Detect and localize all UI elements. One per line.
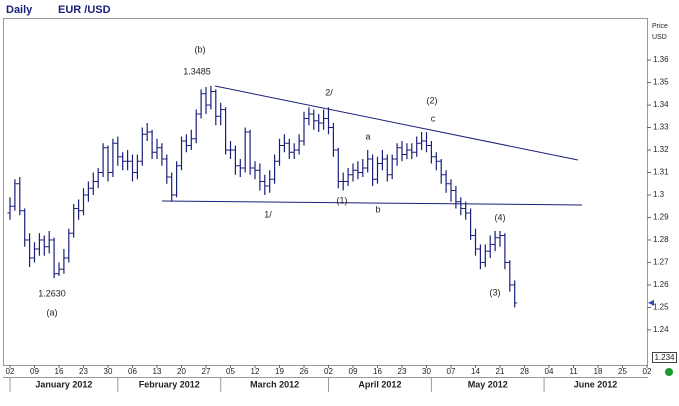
x-tick-label: 18 — [594, 367, 603, 376]
x-tick-label: 30 — [104, 367, 113, 376]
x-tick-label: 30 — [422, 367, 431, 376]
x-tick-label: 21 — [496, 367, 505, 376]
x-tick-label: 02 — [6, 367, 15, 376]
x-tick-label: 11 — [569, 367, 578, 376]
x-tick-label: 06 — [128, 367, 137, 376]
chart-title: EUR /USD — [58, 4, 111, 16]
wave-annotation: (3) — [490, 287, 501, 297]
x-tick-label: 02 — [324, 367, 333, 376]
wave-annotation: 1.3485 — [183, 66, 211, 76]
x-tick-label: 25 — [618, 367, 627, 376]
last-price-box — [652, 352, 677, 363]
y-tick-label: 1.28 — [653, 235, 669, 244]
month-label: May 2012 — [468, 379, 508, 389]
y-tick-label: 1.27 — [653, 258, 669, 267]
month-label: March 2012 — [250, 379, 299, 389]
plot-frame — [3, 18, 648, 366]
status-dot — [665, 368, 673, 376]
x-tick-label: 05 — [226, 367, 235, 376]
wave-annotation: c — [431, 113, 436, 123]
wave-annotation: 2/ — [325, 87, 333, 97]
wave-annotation: (a) — [47, 307, 58, 317]
x-tick-label: 09 — [30, 367, 39, 376]
wave-annotation: (2) — [427, 95, 438, 105]
period: Daily — [6, 4, 33, 16]
x-tick-label: 19 — [275, 367, 284, 376]
x-tick-label: 27 — [202, 367, 211, 376]
month-label: June 2012 — [574, 379, 618, 389]
last-price-label: 1.234 — [654, 353, 675, 362]
x-tick-label: 26 — [300, 367, 309, 376]
x-tick-label: 04 — [545, 367, 554, 376]
y-tick-label: 1.24 — [653, 325, 669, 334]
x-tick-label: 23 — [398, 367, 407, 376]
month-label: February 2012 — [139, 379, 200, 389]
y-label: Price — [652, 23, 668, 30]
last-price-marker — [648, 299, 654, 306]
y-tick-label: 1.35 — [653, 78, 669, 87]
x-tick-label: 16 — [373, 367, 382, 376]
y-tick-label: 1.31 — [653, 168, 669, 177]
x-tick-label: 14 — [471, 367, 480, 376]
y-tick-label: 1.33 — [653, 123, 669, 132]
trend-line — [161, 200, 583, 206]
y-tick-label: 1.26 — [653, 280, 669, 289]
x-tick-label: 07 — [447, 367, 456, 376]
month-label: April 2012 — [358, 379, 401, 389]
month-label: January 2012 — [35, 379, 92, 389]
x-tick-label: 09 — [349, 367, 358, 376]
y-tick-label: 1.3 — [653, 190, 665, 199]
y-tick-label: 1.36 — [653, 55, 669, 64]
wave-annotation: 1/ — [264, 209, 272, 219]
wave-annotation: 1.2630 — [38, 288, 66, 298]
y-label: USD — [652, 34, 667, 41]
x-tick-label: 23 — [79, 367, 88, 376]
wave-annotation: (4) — [495, 212, 506, 222]
x-tick-label: 28 — [520, 367, 529, 376]
y-tick-label: 1.29 — [653, 213, 669, 222]
wave-annotation: (1) — [337, 195, 348, 205]
trend-line — [214, 85, 579, 161]
wave-annotation: (b) — [195, 44, 206, 54]
x-tick-label: 16 — [55, 367, 64, 376]
wave-annotation: b — [375, 204, 380, 214]
x-tick-label: 13 — [153, 367, 162, 376]
x-tick-label: 12 — [251, 367, 260, 376]
y-tick-label: 1.34 — [653, 100, 669, 109]
y-tick-label: 1.25 — [653, 303, 669, 312]
x-tick-label: 02 — [643, 367, 652, 376]
x-tick-label: 20 — [177, 367, 186, 376]
y-tick-label: 1.32 — [653, 145, 669, 154]
wave-annotation: a — [365, 131, 370, 141]
